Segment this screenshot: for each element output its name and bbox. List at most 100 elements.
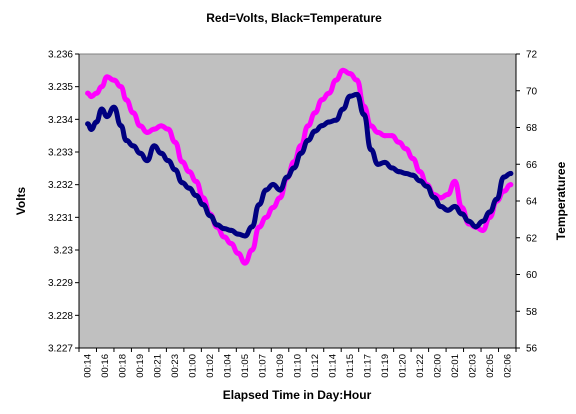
temperature-point [417, 178, 423, 184]
x-tick-label: 01:15 [345, 354, 356, 378]
volts-point [459, 204, 465, 211]
volts-point [340, 67, 346, 73]
left-tick-label: 3.234 [48, 115, 73, 126]
volts-point [235, 250, 241, 256]
right-tick-label: 56 [526, 344, 538, 355]
temperature-point [228, 227, 234, 233]
volts-point [193, 178, 199, 184]
volts-point [270, 204, 276, 211]
temperature-point [179, 180, 185, 186]
volts-point [375, 129, 381, 135]
right-tick-label: 64 [526, 197, 538, 208]
temperature-point [487, 209, 493, 215]
left-tick-label: 3.235 [48, 82, 73, 93]
x-tick-label: 00:21 [153, 354, 164, 378]
temperature-point [151, 143, 157, 149]
temperature-point [347, 93, 353, 99]
temperature-point [256, 202, 262, 208]
temperature-point [111, 104, 117, 110]
temperature-point [452, 203, 458, 210]
volts-point [151, 126, 157, 132]
temperature-point [312, 128, 318, 134]
volts-point [249, 247, 255, 253]
temperature-point [104, 113, 110, 120]
temperature-point [193, 192, 199, 199]
volts-point [354, 77, 360, 83]
temperature-point [361, 112, 367, 118]
x-tick-label: 00:18 [118, 354, 129, 378]
temperature-point [445, 207, 451, 213]
volts-point [85, 90, 91, 96]
right-tick-label: 68 [526, 123, 538, 134]
volts-point [228, 240, 234, 247]
right-y-axis-ticks: 56 58 60 62 64 66 68 70 72 [516, 50, 538, 355]
x-tick-label: 02:05 [485, 354, 496, 378]
right-tick-label: 66 [526, 160, 538, 171]
x-axis-label: Elapsed Time in Day:Hour [223, 388, 372, 402]
temperature-point [277, 187, 283, 193]
temperature-point [221, 225, 227, 232]
x-tick-label: 02:06 [502, 354, 513, 378]
volts-point [417, 169, 423, 175]
volts-point [256, 224, 262, 230]
temperature-point [389, 165, 395, 171]
temperature-point [291, 165, 297, 171]
x-tick-label: 01:09 [275, 354, 286, 378]
left-tick-label: 3.229 [48, 278, 73, 289]
temperature-point [137, 150, 143, 156]
volts-point [186, 169, 192, 175]
temperature-point [144, 157, 150, 164]
right-tick-label: 58 [526, 307, 538, 318]
volts-point [104, 74, 110, 80]
temperature-point [424, 183, 430, 189]
x-tick-label: 01:22 [415, 354, 426, 378]
temperature-point [93, 119, 100, 125]
volts-point [165, 126, 171, 132]
temperature-point [158, 150, 164, 156]
temperature-point [501, 174, 507, 180]
temperature-point [508, 170, 514, 177]
temperature-point [118, 123, 124, 129]
volts-point [333, 77, 339, 83]
temperature-point [438, 203, 444, 210]
x-axis-ticks: 00:14 00:16 00:18 00:19 00:21 00:23 01:00 01:02… [78, 348, 517, 378]
volts-point [312, 110, 318, 116]
temperature-point [249, 224, 255, 230]
volts-point [144, 129, 150, 135]
volts-point [480, 227, 486, 233]
temperature-point [326, 119, 332, 125]
temperature-point [466, 218, 472, 224]
temperature-point [207, 213, 213, 219]
x-tick-label: 01:17 [362, 354, 373, 378]
x-tick-label: 01:20 [397, 354, 408, 378]
temperature-point [123, 137, 129, 143]
temperature-point [242, 233, 248, 239]
volts-point [403, 146, 409, 152]
temperature-point [368, 146, 374, 153]
chart-title: Red=Volts, Black=Temperature [206, 11, 382, 25]
volts-point [99, 84, 105, 90]
volts-point [221, 234, 227, 240]
temperature-point [165, 157, 171, 164]
x-tick-label: 02:01 [450, 354, 461, 378]
right-tick-label: 60 [526, 270, 538, 281]
temperature-point [494, 196, 500, 202]
temperature-point [305, 137, 311, 143]
temperature-point [263, 187, 269, 193]
temperature-series [85, 91, 514, 239]
temperature-point [99, 106, 105, 112]
left-tick-label: 3.227 [48, 344, 73, 355]
temperature-point [382, 159, 388, 166]
volts-point [179, 159, 185, 165]
volts-point [158, 123, 164, 129]
volts-point [347, 71, 353, 77]
right-tick-label: 72 [526, 50, 538, 61]
left-tick-label: 3.23 [54, 246, 74, 257]
left-tick-label: 3.236 [48, 50, 73, 61]
volts-point [130, 110, 136, 116]
volts-point [137, 123, 143, 129]
x-tick-label: 01:14 [327, 354, 338, 378]
x-tick-label: 02:03 [467, 354, 478, 378]
volts-point [326, 90, 332, 96]
